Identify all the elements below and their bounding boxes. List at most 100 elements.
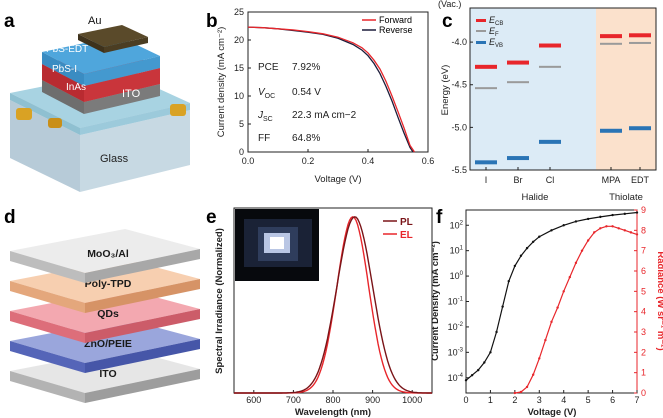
spectra-xtick-label: 800 [325, 395, 340, 405]
jvr-radiance-point [544, 338, 547, 342]
panel-a-label: a [4, 11, 15, 32]
jvr-current-point [611, 213, 614, 217]
jv-series-reverse [247, 26, 414, 153]
legend-evb-swatch [476, 41, 486, 44]
stack-layer-label: MoO₃/Al [87, 248, 129, 260]
legend-pl: PL [400, 217, 413, 228]
stack-layer-label: ZnO/PEIE [84, 338, 132, 350]
jvr-ytick-label: 10-4 [448, 373, 464, 383]
jvr-ytick-label: 10-2 [448, 322, 464, 332]
jvr-current-point [574, 220, 578, 223]
jvr-radiance-point [605, 225, 608, 228]
legend-ef-swatch [476, 30, 486, 32]
jvr-radiance-point [556, 306, 559, 309]
spectra-xtick-label: 700 [286, 395, 301, 405]
jvr-radiance-point [617, 227, 620, 230]
jvr-xtick-label: 1 [488, 395, 493, 405]
jvr-current-point [586, 217, 590, 221]
bands-category-br: Br [514, 175, 523, 185]
jvr-xtick-label: 7 [634, 395, 639, 405]
layer-label-pbs-i: PbS-I [52, 64, 77, 75]
group-thiolate-label: Thiolate [609, 192, 643, 203]
band-level-ef-i [475, 87, 497, 90]
legend-ecb-swatch [476, 19, 486, 22]
panel-f-jvr-chart: f 0 1 2 3 4 5 6 7 10-4 10-3 10-2 10-1 100 101 102 0 1 2 3 4… [432, 205, 663, 418]
jvr-current-point [495, 330, 498, 334]
bands-category-edt: EDT [631, 175, 650, 185]
spectra-xlabel: Wavelength (nm) [295, 407, 371, 418]
jvr-y2tick-label: 1 [641, 368, 646, 378]
band-level-ecb-cl [539, 43, 561, 48]
jvr-current-point [519, 254, 523, 257]
jvr-xtick-label: 2 [512, 395, 517, 405]
jv-series-forward [247, 26, 416, 153]
band-level-evb-cl [539, 139, 561, 144]
jvr-radiance-point [635, 233, 639, 236]
au-top-contact [78, 25, 148, 53]
jvr-y2tick-label: 4 [641, 307, 646, 317]
layer-label-pbs-edt: PbS-EDT [46, 44, 88, 55]
jvr-y2tick-label: 5 [641, 286, 646, 296]
layer-label-ito: ITO [122, 88, 141, 100]
panel-b-label: b [206, 11, 218, 32]
ito-contact-right [170, 104, 186, 116]
jvr-series-radiance [514, 225, 638, 394]
metric-ff-label: FF [258, 133, 270, 144]
panel-f-label: f [436, 207, 443, 228]
jv-xtick-label: 0.0 [242, 156, 255, 166]
jvr-current-point [507, 279, 510, 283]
stack-layer-1: Poly-TPD [10, 259, 200, 313]
panel-b-jv-chart: b 0.0 0.2 0.4 0.6 0 5 10 15 20 25 Voltage (V) Cur… [206, 7, 434, 185]
jvr-y2tick-label: 3 [641, 327, 646, 337]
layer-label-glass: Glass [100, 153, 129, 165]
jvr-current-point [562, 224, 565, 227]
jvr-radiance-point [593, 231, 596, 234]
jv-ytick-label: 5 [239, 119, 244, 129]
spectra-xtick-label: 900 [365, 395, 380, 405]
panel-a-device-schematic: a Au PbS-EDT PbS-I InAs ITO Glas [4, 11, 190, 192]
jv-ytick-label: 10 [234, 91, 244, 101]
jvr-current-point [464, 379, 468, 382]
jvr-xtick-label: 4 [561, 395, 566, 405]
stack-layer-0: MoO₃/Al [10, 229, 200, 283]
bands-ytick-label: -5.5 [451, 165, 467, 175]
stack-layer-4: ITO [10, 349, 200, 403]
jv-ylabel: Current density (mA cm⁻²) [216, 27, 227, 138]
jvr-ylabel: Current Density (mA cm⁻²) [432, 241, 441, 361]
jvr-current-point [483, 361, 486, 364]
ito-contact-left [16, 108, 32, 120]
jvr-y2tick-label: 0 [641, 388, 646, 398]
metric-pce-label: PCE [258, 62, 279, 73]
jvr-y2label: Radiance (W sr⁻¹ m⁻²) [655, 251, 663, 350]
jvr-current-point [501, 305, 504, 308]
band-level-evb-br [507, 156, 529, 161]
panel-d-label: d [4, 207, 16, 228]
jvr-xtick-label: 6 [610, 395, 615, 405]
jvr-radiance-point [611, 225, 614, 228]
legend-ecb: ECB [489, 15, 503, 27]
bands-category-cl: Cl [546, 175, 555, 185]
spectra-xtick-label: 1000 [402, 395, 422, 405]
bands-category-i: I [485, 175, 488, 185]
band-level-evb-i [475, 160, 497, 165]
jvr-series-current [465, 211, 638, 381]
band-level-ecb-br [507, 60, 529, 65]
jv-plot-frame [247, 11, 429, 153]
jvr-current-point [513, 264, 517, 268]
jvr-radiance-point [550, 320, 553, 324]
band-level-ecb-edt [629, 33, 651, 38]
led-photo-inset [235, 209, 319, 281]
jv-ytick-label: 20 [234, 35, 244, 45]
spectra-series-pl [234, 216, 432, 394]
jvr-current-point [525, 246, 529, 250]
jvr-xlabel: Voltage (V) [528, 407, 577, 418]
jvr-radiance-point [623, 229, 626, 232]
jvr-ytick-label: 10-1 [448, 297, 464, 307]
jvr-current-point [489, 351, 492, 354]
jvr-radiance-point [562, 290, 565, 293]
jvr-radiance-point [513, 391, 517, 395]
metric-jsc-value: 22.3 mA cm−2 [292, 110, 357, 121]
vacuum-label: (Vac.) [438, 0, 461, 9]
jvr-ytick-label: 101 [450, 246, 464, 256]
jvr-plot-frame [465, 209, 638, 394]
